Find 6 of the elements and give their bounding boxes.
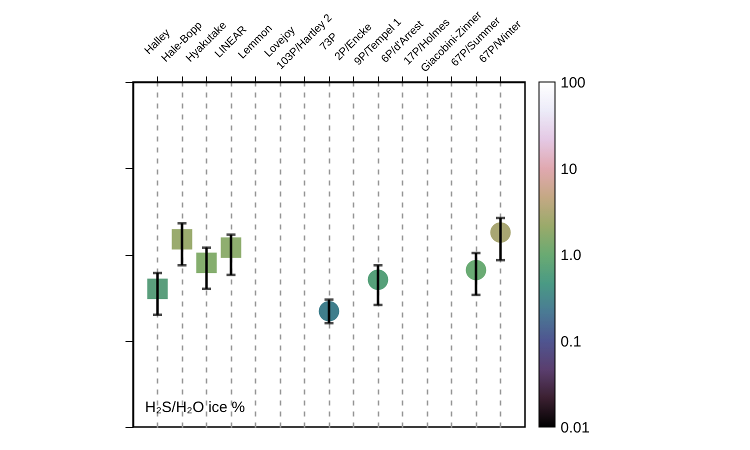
y-tick-label: 0.01 [560,420,590,436]
y-tick-label: 10 [560,160,578,178]
annotation: H₂S/H₂O ice % [145,399,245,416]
y-tick-label: 100 [560,74,586,92]
y-tick-label: 1.0 [560,247,582,264]
y-tick-label: 0.1 [560,333,582,350]
